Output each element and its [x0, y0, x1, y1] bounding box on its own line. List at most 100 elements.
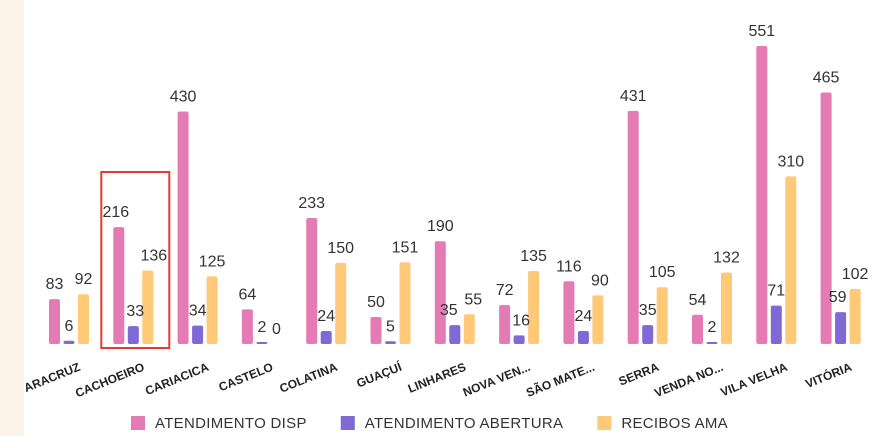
category-label-guacui: GUAÇUÍ	[354, 359, 404, 391]
data-label-sao-mate-recibos-ama: 90	[591, 272, 609, 289]
bar-nova-ven-atendimento-abertura[interactable]	[513, 335, 525, 344]
bar-sao-mate-atendimento-abertura[interactable]	[577, 331, 589, 344]
data-label-colatina-atendimento-abertura: 24	[317, 308, 335, 325]
bar-vitoria-atendimento-abertura[interactable]	[835, 312, 847, 344]
data-label-guacui-atendimento-disp: 50	[367, 294, 385, 311]
bar-serra-atendimento-abertura[interactable]	[642, 325, 654, 344]
data-label-cariacica-atendimento-abertura: 34	[189, 303, 207, 320]
bar-colatina-recibos-ama[interactable]	[335, 262, 347, 344]
bar-cachoeiro-recibos-ama[interactable]	[142, 270, 154, 344]
bar-aracruz-atendimento-abertura[interactable]	[63, 340, 75, 344]
legend-label-recibos-ama[interactable]: RECIBOS AMA	[621, 415, 728, 432]
bar-cariacica-atendimento-disp[interactable]	[177, 111, 189, 345]
category-label-sao-mate: SÃO MATE...	[524, 359, 597, 400]
category-label-vitoria: VITÓRIA	[803, 359, 854, 391]
bar-sao-mate-atendimento-disp[interactable]	[563, 281, 575, 344]
bar-cachoeiro-atendimento-disp[interactable]	[113, 227, 125, 344]
data-label-linhares-recibos-ama: 55	[464, 291, 482, 308]
data-label-venda-no-atendimento-abertura: 2	[708, 319, 717, 336]
data-label-cachoeiro-recibos-ama: 136	[140, 247, 167, 264]
category-label-linhares: LINHARES	[406, 360, 468, 396]
data-label-colatina-recibos-ama: 150	[327, 240, 354, 257]
data-label-venda-no-recibos-ama: 132	[713, 250, 740, 267]
bar-venda-no-atendimento-abertura[interactable]	[706, 342, 718, 344]
data-label-cachoeiro-atendimento-abertura: 33	[126, 303, 144, 320]
data-label-sao-mate-atendimento-abertura: 24	[575, 308, 593, 325]
data-label-aracruz-atendimento-abertura: 6	[65, 318, 74, 335]
bar-castelo-atendimento-abertura[interactable]	[256, 342, 268, 344]
bar-serra-atendimento-disp[interactable]	[627, 110, 639, 345]
data-label-guacui-recibos-ama: 151	[392, 239, 419, 256]
data-label-sao-mate-atendimento-disp: 116	[556, 258, 582, 275]
data-label-castelo-atendimento-abertura: 2	[257, 319, 266, 336]
bar-aracruz-atendimento-disp[interactable]	[49, 299, 60, 344]
data-label-vila-velha-atendimento-abertura: 71	[767, 283, 785, 300]
category-label-cachoeiro: CACHOEIRO	[73, 360, 146, 400]
bar-vitoria-atendimento-disp[interactable]	[820, 92, 832, 344]
bar-linhares-atendimento-disp[interactable]	[434, 241, 446, 344]
bar-vila-velha-atendimento-abertura[interactable]	[770, 305, 782, 344]
left-margin-strip	[0, 0, 24, 436]
data-label-aracruz-recibos-ama: 92	[75, 271, 93, 288]
bar-vitoria-recibos-ama[interactable]	[849, 288, 861, 344]
data-label-vitoria-atendimento-disp: 465	[813, 70, 840, 87]
legend-swatch-atendimento-abertura	[340, 416, 355, 430]
data-label-cariacica-recibos-ama: 125	[199, 253, 226, 270]
data-label-vitoria-atendimento-abertura: 59	[829, 289, 847, 306]
bar-serra-recibos-ama[interactable]	[656, 287, 668, 344]
data-label-serra-atendimento-abertura: 35	[639, 302, 657, 319]
category-label-cariacica: CARIACICA	[143, 360, 211, 398]
bar-guacui-atendimento-abertura[interactable]	[385, 341, 396, 344]
data-label-serra-atendimento-disp: 431	[620, 88, 647, 105]
bar-sao-mate-recibos-ama[interactable]	[592, 295, 604, 344]
bar-colatina-atendimento-abertura[interactable]	[320, 331, 332, 344]
bar-linhares-atendimento-abertura[interactable]	[449, 325, 461, 344]
data-label-aracruz-atendimento-disp: 83	[46, 276, 64, 293]
highlight-box-cachoeiro	[100, 171, 171, 349]
data-label-castelo-recibos-ama: 0	[272, 321, 281, 338]
bar-castelo-atendimento-disp[interactable]	[241, 309, 253, 344]
data-label-nova-ven-atendimento-disp: 72	[496, 282, 514, 299]
data-label-vila-velha-recibos-ama: 310	[777, 153, 804, 170]
legend-swatch-atendimento-disp	[131, 416, 145, 430]
chart-legend: ATENDIMENTO DISP ATENDIMENTO ABERTURA RECI…	[131, 415, 728, 432]
data-label-cachoeiro-atendimento-disp: 216	[102, 204, 129, 221]
category-label-nova-ven: NOVA VEN...	[461, 360, 532, 400]
data-label-cariacica-atendimento-disp: 430	[170, 88, 197, 105]
bar-guacui-recibos-ama[interactable]	[399, 262, 411, 344]
bar-vila-velha-recibos-ama[interactable]	[785, 176, 797, 344]
bar-nova-ven-recibos-ama[interactable]	[528, 270, 540, 344]
category-label-vila-velha: VILA VELHA	[718, 360, 789, 400]
bar-vila-velha-atendimento-disp[interactable]	[756, 46, 768, 344]
bar-aracruz-recibos-ama[interactable]	[78, 294, 89, 344]
data-label-serra-recibos-ama: 105	[649, 264, 676, 281]
data-label-vitoria-recibos-ama: 102	[842, 266, 869, 283]
category-label-venda-no: VENDA NO...	[652, 360, 725, 400]
data-label-venda-no-atendimento-disp: 54	[689, 292, 707, 309]
bar-cariacica-recibos-ama[interactable]	[206, 276, 218, 344]
bar-cariacica-atendimento-abertura[interactable]	[192, 325, 204, 344]
bar-guacui-atendimento-disp[interactable]	[370, 316, 382, 344]
bar-linhares-recibos-ama[interactable]	[463, 314, 475, 344]
data-label-colatina-atendimento-disp: 233	[298, 195, 325, 212]
legend-label-atendimento-abertura[interactable]: ATENDIMENTO ABERTURA	[365, 415, 564, 432]
category-label-colatina: COLATINA	[277, 360, 339, 396]
legend-label-atendimento-disp[interactable]: ATENDIMENTO DISP	[155, 415, 307, 432]
data-label-vila-velha-atendimento-disp: 551	[748, 23, 775, 40]
bar-cachoeiro-atendimento-abertura[interactable]	[127, 326, 139, 344]
bar-nova-ven-atendimento-disp[interactable]	[499, 305, 511, 344]
category-label-serra: SERRA	[617, 360, 662, 389]
category-label-castelo: CASTELO	[217, 360, 275, 394]
bar-colatina-atendimento-disp[interactable]	[306, 217, 318, 344]
data-label-linhares-atendimento-abertura: 35	[440, 302, 458, 319]
data-label-nova-ven-atendimento-abertura: 16	[512, 312, 530, 329]
bar-venda-no-atendimento-disp[interactable]	[692, 314, 703, 344]
data-label-guacui-atendimento-abertura: 5	[386, 318, 395, 335]
category-label-aracruz: ARACRUZ	[22, 360, 82, 395]
data-label-castelo-atendimento-disp: 64	[239, 286, 257, 303]
bar-venda-no-recibos-ama[interactable]	[721, 272, 732, 344]
data-label-nova-ven-recibos-ama: 135	[520, 248, 547, 265]
data-label-linhares-atendimento-disp: 190	[427, 218, 454, 235]
